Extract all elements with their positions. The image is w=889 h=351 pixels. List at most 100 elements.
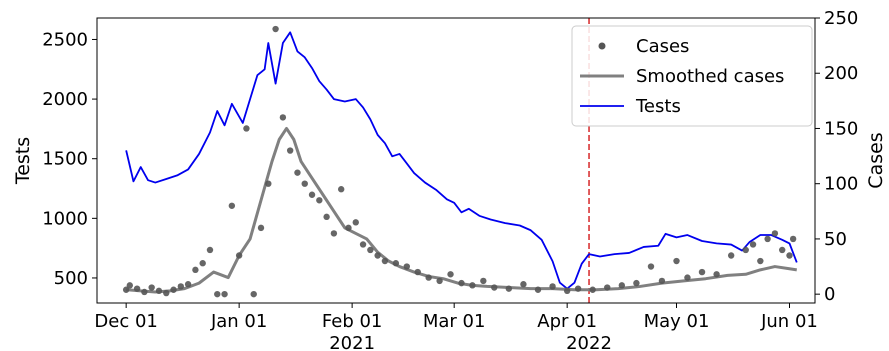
cases-point [352,219,359,226]
cases-point [345,224,352,232]
legend-box [571,25,813,127]
cases-point [155,287,163,295]
cases-point [414,268,421,276]
cases-point [534,286,542,293]
cases-point [141,288,148,296]
y-left-tick-label: 2000 [42,89,88,110]
plot-series [122,18,798,303]
legend-label: Smoothed cases [636,66,784,87]
y-right-tick-label: 250 [824,8,858,29]
cases-point [170,286,177,293]
cases-point [563,287,571,295]
cases-point [323,213,330,221]
y-right-axis-title: Cases [865,132,887,188]
cases-point [257,224,265,232]
cases-point [749,241,757,248]
y-right-tick-label: 100 [824,174,858,195]
x-tick-label: May 01 [644,311,710,332]
cases-point [447,271,454,278]
cases-point [279,114,287,121]
cases-point [505,285,513,292]
x-tick-label: Dec 01 [94,311,157,332]
smoothed-cases-line [126,126,798,294]
cases-point [771,230,779,237]
cases-point [206,246,214,254]
cases-point [221,290,228,298]
cases-point [177,283,185,290]
cases-point [367,246,374,254]
cases-point [126,282,134,289]
cases-point [243,125,250,132]
cases-point [163,289,170,297]
cases-point [392,260,400,267]
cases-point [316,197,323,204]
legend-marker-cases [598,42,606,50]
y-left-tick-label: 1500 [42,149,88,170]
x-year-label: 2021 [329,333,375,351]
cases-point [148,284,155,291]
x-year-label: 2022 [566,333,612,351]
cases-point [330,230,338,237]
cases-point [374,252,381,259]
cases-point [742,246,749,254]
y-right-tick-label: 150 [824,118,858,139]
cases-point [778,246,786,254]
y-right-tick-label: 200 [824,63,858,84]
cases-point [713,271,720,278]
y-left-tick-label: 500 [54,268,88,289]
cases-point [789,235,797,243]
y-right-tick-label: 50 [824,229,847,250]
legend-label: Cases [636,36,689,57]
cases-point [589,286,596,293]
cases-point [764,235,771,243]
cases-point [272,25,279,33]
x-tick-label: Jun 01 [760,311,818,332]
cases-point [403,263,410,270]
cases-point [604,284,611,291]
axes: Dec 01 Jan 01 Feb 01 Mar 01 Apr 01 May 01 Jun … [12,8,887,351]
cases-point [133,285,141,292]
y-left-tick-label: 2500 [42,29,88,50]
cases-point [250,290,257,298]
x-tick-label: Feb 01 [322,311,383,332]
cases-point [684,274,691,281]
x-tick-label: Apr 01 [537,311,597,332]
cases-point [698,268,706,276]
cases-point [301,180,308,187]
cases-point [520,281,527,288]
cases-point [214,290,221,298]
cases-point [633,279,640,287]
cases-point [757,257,764,265]
cases-point [359,241,367,248]
tests-line [125,31,798,290]
cases-point [436,277,443,285]
cases-point [458,279,465,287]
cases-point [658,277,666,285]
cases-point [469,282,476,289]
cases-point [673,257,680,265]
cases-point [491,284,498,291]
cases-point [727,252,735,259]
cases-point [425,274,432,281]
cases-point [192,266,199,274]
legend: Cases Smoothed cases Tests [571,25,813,127]
cases-point [286,147,294,154]
y-right-tick-label: 0 [824,284,835,305]
cases-point [574,285,582,292]
cases-point [235,252,243,259]
x-tick-label: Mar 01 [423,311,486,332]
cases-point [647,263,655,270]
cases-point [480,277,487,285]
cases-point [308,191,316,198]
legend-label: Tests [635,96,681,117]
y-left-axis-title: Tests [12,137,34,185]
x-tick-label: Jan 01 [210,311,267,332]
cases-point [265,180,272,187]
cases-point [549,283,556,290]
cases-point [199,260,206,267]
cases-point [381,257,389,265]
y-left-tick-label: 1000 [42,208,88,229]
cases-point [228,202,236,209]
plot-frame [96,17,816,304]
